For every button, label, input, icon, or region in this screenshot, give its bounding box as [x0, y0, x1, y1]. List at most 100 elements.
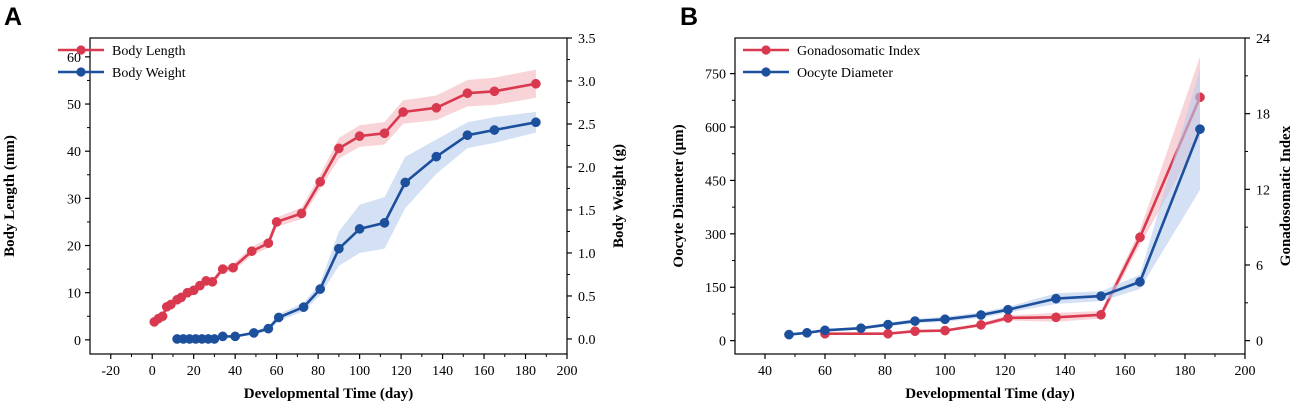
data-point-body-weight: [489, 125, 500, 135]
data-point-gonadosomatic-index: [910, 326, 920, 337]
x-tick-label-a: 20: [187, 364, 201, 379]
data-point-oocyte-diameter: [910, 316, 920, 326]
data-point-body-length: [296, 208, 307, 219]
legend-marker-gonadosomatic-index: [761, 45, 771, 55]
legend-label-body-weight: Body Weight: [112, 66, 186, 81]
data-point-oocyte-diameter: [820, 325, 830, 336]
data-point-body-length: [489, 86, 500, 97]
legend-marker-oocyte-diameter: [761, 67, 771, 77]
y-left-axis-title-a: Body Length (mm): [2, 135, 18, 257]
x-axis-title-a: Developmental Time (day): [244, 386, 413, 402]
y-right-tick-label-a: 1.0: [578, 247, 596, 262]
x-tick-label-a: 160: [474, 364, 495, 379]
panel-label-b: B: [680, 3, 698, 31]
y-right-tick-label-b: 18: [1256, 108, 1270, 123]
data-point-body-length: [431, 102, 442, 113]
y-right-tick-label-b: 0: [1256, 335, 1263, 350]
x-tick-label-a: 100: [349, 364, 370, 379]
data-point-body-weight: [354, 224, 365, 234]
y-left-tick-label-b: 450: [705, 174, 726, 189]
data-point-oocyte-diameter: [1135, 277, 1145, 287]
x-tick-label-b: 200: [1235, 364, 1256, 379]
data-point-oocyte-diameter: [1051, 293, 1061, 304]
y-right-tick-label-a: 0.5: [578, 290, 596, 305]
data-point-gonadosomatic-index: [940, 325, 950, 336]
y-left-tick-label-a: 50: [67, 98, 81, 113]
data-point-body-weight: [431, 151, 442, 162]
data-point-body-weight: [400, 177, 411, 188]
y-left-tick-label-a: 10: [67, 287, 81, 302]
confidence-band-oocyte-diameter: [789, 68, 1200, 336]
data-point-body-weight: [462, 130, 473, 141]
y-left-tick-label-a: 20: [67, 240, 81, 255]
x-tick-label-a: 40: [228, 364, 242, 379]
data-point-body-length: [207, 276, 218, 287]
x-tick-label-a: 120: [391, 364, 412, 379]
data-point-body-length: [462, 88, 473, 99]
y-right-tick-label-a: 3.5: [578, 32, 596, 47]
confidence-band-body-length: [154, 69, 536, 324]
y-right-tick-label-a: 0.0: [578, 333, 596, 348]
x-tick-label-a: -20: [101, 364, 120, 379]
series-line-oocyte-diameter: [788, 128, 1202, 336]
y-right-axis-title-b: Gonadosomatic Index: [1278, 125, 1294, 266]
x-tick-label-a: 60: [270, 364, 284, 379]
data-point-body-length: [263, 238, 274, 249]
y-right-tick-label-b: 6: [1256, 259, 1263, 274]
y-left-tick-label-b: 300: [705, 228, 726, 243]
data-point-body-weight: [230, 331, 241, 342]
y-right-tick-label-b: 12: [1256, 183, 1270, 198]
legend-label-oocyte-diameter: Oocyte Diameter: [797, 66, 893, 81]
legend-label-gonadosomatic-index: Gonadosomatic Index: [797, 44, 920, 59]
data-point-oocyte-diameter: [940, 314, 950, 325]
data-point-body-length: [379, 128, 390, 139]
data-point-body-length: [246, 246, 257, 257]
data-point-body-weight: [298, 302, 309, 312]
data-point-body-weight: [209, 334, 220, 344]
data-point-body-weight: [531, 117, 541, 128]
data-point-oocyte-diameter: [802, 327, 812, 338]
data-point-body-length: [157, 311, 168, 322]
x-tick-label-b: 180: [1175, 364, 1196, 379]
data-point-gonadosomatic-index: [1003, 313, 1013, 323]
y-left-tick-label-a: 60: [67, 51, 81, 66]
data-point-body-weight: [379, 218, 390, 228]
x-tick-label-a: 200: [557, 364, 578, 379]
data-point-body-length: [398, 107, 409, 117]
data-point-body-length: [271, 217, 282, 227]
data-point-gonadosomatic-index: [1051, 312, 1061, 323]
data-point-gonadosomatic-index: [883, 328, 893, 339]
y-right-tick-label-a: 2.5: [578, 118, 596, 133]
y-right-tick-label-a: 2.0: [578, 161, 596, 176]
data-point-body-length: [531, 78, 541, 89]
data-point-oocyte-diameter: [883, 319, 893, 330]
data-point-oocyte-diameter: [784, 329, 794, 340]
x-tick-label-a: 80: [311, 364, 325, 379]
x-tick-label-b: 120: [995, 364, 1016, 379]
legend-marker-body-length: [76, 45, 86, 55]
data-point-body-length: [354, 131, 365, 141]
x-tick-label-a: 0: [149, 364, 156, 379]
plot-frame-a: [89, 37, 568, 355]
y-right-axis-title-a: Body Weight (g): [611, 144, 627, 248]
x-tick-label-b: 80: [878, 364, 892, 379]
y-left-tick-label-a: 30: [67, 192, 81, 207]
data-point-oocyte-diameter: [1195, 124, 1205, 135]
data-point-body-length: [334, 143, 344, 154]
data-point-body-length: [228, 262, 238, 273]
data-point-gonadosomatic-index: [1135, 232, 1145, 243]
y-right-tick-label-a: 1.5: [578, 204, 596, 219]
x-axis-title-b: Developmental Time (day): [905, 386, 1074, 402]
data-point-oocyte-diameter: [976, 310, 986, 320]
data-point-gonadosomatic-index: [1096, 309, 1106, 320]
data-point-body-weight: [315, 284, 326, 294]
x-tick-label-b: 160: [1115, 364, 1136, 379]
panel-label-a: A: [4, 3, 22, 31]
confidence-band-gonadosomatic-index: [825, 56, 1200, 335]
y-left-axis-title-b: Oocyte Diameter (μm): [671, 124, 687, 267]
y-left-tick-label-b: 600: [705, 121, 726, 136]
data-point-oocyte-diameter: [1003, 304, 1013, 315]
data-point-oocyte-diameter: [856, 323, 866, 334]
y-left-tick-label-b: 750: [705, 68, 726, 83]
